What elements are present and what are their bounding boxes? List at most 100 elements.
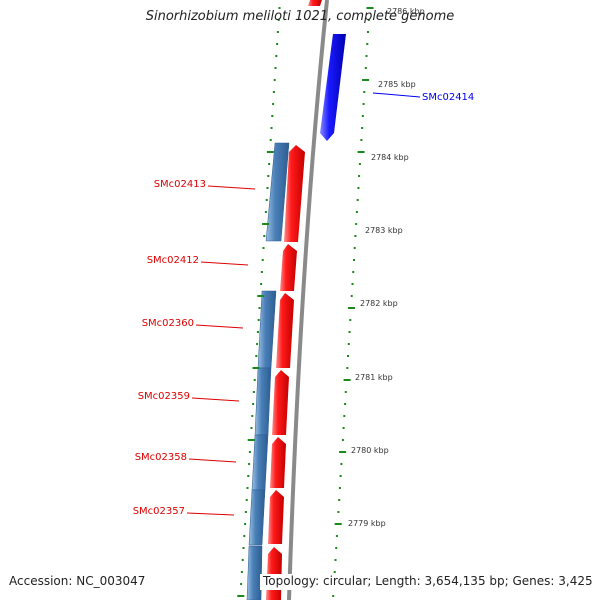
ruler-label: 2784 kbp: [371, 153, 409, 162]
tick-mark: [252, 391, 255, 393]
tick-mark: [350, 295, 353, 297]
tick-mark: [352, 271, 355, 273]
tick-mark: [347, 343, 350, 345]
tick-mark: [367, 31, 369, 33]
tick-mark: [335, 547, 338, 549]
tick-mark: [362, 79, 370, 81]
tick-mark: [339, 451, 347, 453]
tick-mark: [357, 187, 360, 189]
tick-mark: [240, 571, 243, 573]
ruler-label: 2782 kbp: [360, 299, 398, 308]
tick-mark: [260, 271, 263, 273]
tick-mark: [353, 247, 356, 249]
tick-mark: [243, 535, 246, 537]
tick-mark: [251, 415, 254, 417]
cds-arrow-smc02360: [276, 293, 294, 368]
gene-label-smc02412: SMc02412: [147, 255, 199, 266]
tick-mark: [355, 223, 358, 225]
gene-track: [246, 142, 290, 600]
tick-mark: [365, 55, 368, 57]
tick-mark: [348, 307, 355, 309]
ruler: 2786 kbp 2785 kbp 2784 kbp 2783 kbp 2782…: [348, 7, 425, 528]
tick-mark: [261, 259, 264, 261]
tick-mark: [363, 91, 366, 93]
cds-arrow-smc02413: [284, 145, 305, 242]
ruler-label: 2780 kbp: [351, 446, 389, 455]
tick-mark: [344, 391, 347, 393]
leader-line: [188, 458, 237, 463]
tick-mark: [354, 235, 357, 237]
tick-mark: [263, 235, 266, 237]
tick-mark: [362, 103, 365, 105]
tick-mark: [272, 91, 275, 93]
tick-mark: [339, 475, 342, 477]
tick-mark: [252, 367, 260, 369]
tick-mark: [255, 355, 258, 357]
tick-mark: [245, 499, 248, 501]
cds-arrow-smc02357: [268, 490, 284, 544]
tick-mark: [244, 511, 247, 513]
tick-mark: [256, 331, 259, 333]
gene-block-smc02359: [254, 367, 272, 436]
tick-mark: [275, 55, 278, 57]
tick-mark: [346, 367, 349, 369]
tick-mark: [237, 595, 245, 597]
tick-mark: [353, 259, 355, 261]
tick-mark: [246, 487, 249, 489]
gene-block-smc02357: [248, 489, 266, 546]
tick-mark: [277, 19, 280, 21]
tick-mark: [335, 535, 338, 537]
tick-mark: [267, 175, 270, 177]
tick-mark: [347, 355, 349, 357]
gene-label-smc02413: SMc02413: [154, 179, 206, 190]
gene-block-smc02360: [257, 290, 277, 369]
tick-mark: [358, 175, 361, 177]
tick-mark: [356, 199, 359, 201]
tick-mark: [333, 571, 336, 573]
ruler-label: 2779 kbp: [348, 519, 386, 528]
tick-mark: [343, 415, 346, 417]
cds-arrow-smc02414: [320, 34, 346, 141]
tick-mark: [334, 559, 337, 561]
tick-mark: [348, 331, 351, 333]
tick-mark: [338, 487, 341, 489]
genome-backbone: [287, 0, 329, 600]
tick-mark: [366, 7, 374, 9]
tick-mark: [343, 379, 351, 381]
gene-label-smc02358: SMc02358: [135, 452, 187, 463]
tick-mark: [268, 163, 271, 165]
tick-mark: [264, 211, 267, 213]
tick-mark: [272, 103, 275, 105]
tick-mark: [242, 547, 245, 549]
tick-mark: [240, 583, 243, 585]
tick-mark: [241, 559, 244, 561]
accession-label: Accession: NC_003047: [9, 574, 146, 588]
leader-line: [372, 92, 421, 98]
tick-mark: [262, 247, 265, 249]
ruler-label: 2781 kbp: [355, 373, 393, 382]
tick-mark: [341, 439, 344, 441]
tick-mark: [248, 463, 251, 465]
cds-arrow-smc02412: [280, 244, 297, 291]
tick-mark: [258, 307, 261, 309]
gene-label-smc02359: SMc02359: [138, 391, 190, 402]
tick-mark: [340, 463, 343, 465]
tick-mark: [334, 523, 342, 525]
tick-mark: [273, 79, 276, 81]
tick-mark: [357, 151, 365, 153]
tick-mark: [358, 163, 361, 165]
tick-mark: [250, 427, 253, 429]
tick-mark: [252, 403, 255, 405]
tick-mark: [257, 319, 260, 321]
leader-line: [200, 261, 249, 266]
tick-mark: [351, 283, 354, 285]
tick-mark: [256, 343, 259, 345]
tick-mark: [332, 595, 335, 597]
cds-track: [266, 0, 322, 600]
ruler-label: 2785 kbp: [378, 80, 416, 89]
tick-mark: [278, 7, 281, 9]
tick-mark: [367, 19, 370, 21]
tick-mark: [244, 523, 247, 525]
tick-mark: [270, 127, 273, 129]
